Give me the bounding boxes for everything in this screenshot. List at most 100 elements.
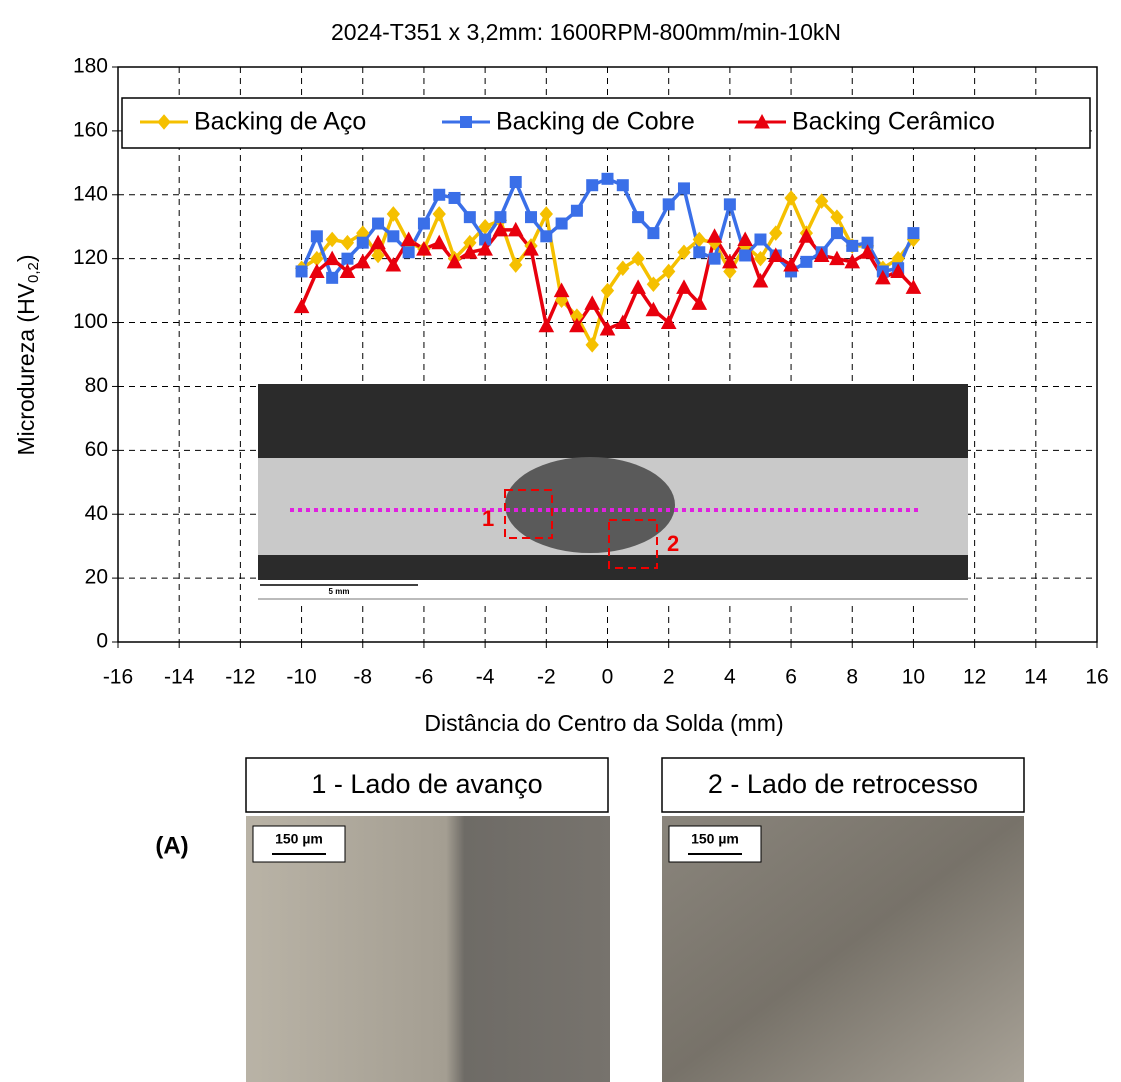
legend-label: Backing Cerâmico [792, 108, 995, 136]
y-label-sub: 0,2 [25, 262, 42, 283]
data-point [309, 263, 325, 278]
scale-strip [258, 580, 968, 601]
data-point [677, 244, 691, 261]
data-point [739, 249, 752, 262]
data-point [540, 230, 553, 243]
data-point [431, 234, 448, 250]
y-tick-label: 0 [96, 630, 108, 653]
data-point [691, 295, 708, 310]
x-tick-label: -14 [164, 666, 195, 689]
region-1-label: 1 [482, 506, 494, 531]
data-point [783, 257, 799, 272]
data-point [417, 217, 430, 230]
legend-label: Backing de Cobre [496, 108, 695, 136]
data-point [386, 206, 401, 222]
data-point [630, 279, 646, 294]
data-point [662, 198, 675, 211]
data-point [339, 263, 356, 278]
data-point [509, 257, 523, 273]
x-tick-label: 10 [902, 666, 925, 689]
data-point [830, 209, 844, 225]
y-tick-label: 100 [73, 310, 108, 333]
data-point [400, 231, 417, 246]
data-point [293, 298, 310, 314]
data-point [767, 247, 784, 262]
chart-title: 2024-T351 x 3,2mm: 1600RPM-800mm/min-10k… [331, 19, 841, 45]
data-point [708, 252, 721, 265]
panel-title: 2 - Lado de retrocesso [708, 769, 978, 799]
data-point [601, 172, 614, 185]
x-tick-label: 0 [602, 666, 614, 689]
data-point [295, 265, 308, 278]
scale-box [252, 825, 346, 863]
data-point [509, 176, 522, 188]
legend-marker [460, 116, 472, 128]
data-point [356, 236, 369, 249]
legend-marker [157, 114, 171, 130]
x-tick-label: 16 [1085, 666, 1108, 689]
data-point [846, 239, 859, 252]
data-point [907, 227, 920, 240]
y-tick-label: 40 [85, 502, 108, 525]
data-point [616, 260, 630, 277]
data-point [844, 253, 861, 269]
data-point [385, 257, 402, 272]
data-point [538, 317, 555, 333]
data-point [416, 241, 432, 256]
data-point [463, 211, 476, 224]
data-point [324, 250, 340, 266]
panel-title-box [245, 757, 609, 813]
data-point [676, 279, 692, 294]
data-point [662, 263, 676, 280]
data-point [905, 279, 922, 294]
data-point [706, 228, 723, 243]
x-tick-label: 6 [785, 666, 797, 689]
data-point [570, 204, 583, 217]
data-point [631, 250, 645, 267]
inset-nugget [505, 457, 675, 553]
data-point [494, 211, 507, 224]
data-point [645, 301, 662, 317]
data-point [525, 211, 538, 224]
data-point [859, 244, 876, 259]
x-tick-label: 8 [846, 666, 858, 689]
x-tick-label: 2 [663, 666, 675, 689]
data-point [584, 295, 601, 310]
data-point [769, 225, 783, 241]
data-point [660, 314, 677, 330]
data-point [614, 314, 631, 330]
data-point [433, 188, 446, 201]
x-tick-label: -12 [225, 666, 255, 689]
plot-frame [117, 66, 1098, 643]
data-point [341, 252, 354, 265]
scale-label: 5 mm [329, 587, 350, 596]
data-point [632, 211, 645, 224]
data-point [784, 190, 798, 206]
data-point [737, 231, 754, 246]
legend-box [121, 97, 1091, 149]
y-tick-label: 120 [73, 246, 108, 269]
y-tick-label: 140 [73, 182, 108, 205]
x-tick-label: 12 [963, 666, 986, 689]
panel-label: (A) [155, 832, 188, 859]
data-point [723, 263, 737, 280]
data-point [693, 246, 706, 259]
data-point [813, 247, 830, 262]
region-2-label: 2 [667, 531, 679, 556]
data-point [326, 271, 339, 284]
data-point [722, 253, 738, 269]
region-1 [504, 489, 553, 539]
data-point [340, 234, 355, 251]
data-point [555, 217, 568, 230]
data-point [599, 320, 616, 336]
x-axis-label: Distância do Centro da Solda (mm) [424, 710, 783, 736]
data-point [800, 255, 813, 268]
x-tick-label: 14 [1024, 666, 1048, 689]
x-tick-label: -16 [103, 666, 133, 689]
data-point [539, 206, 553, 222]
y-label-suffix: ) [13, 254, 39, 262]
x-tick-label: 4 [724, 666, 736, 689]
data-point [585, 337, 599, 353]
y-tick-label: 60 [85, 438, 108, 461]
